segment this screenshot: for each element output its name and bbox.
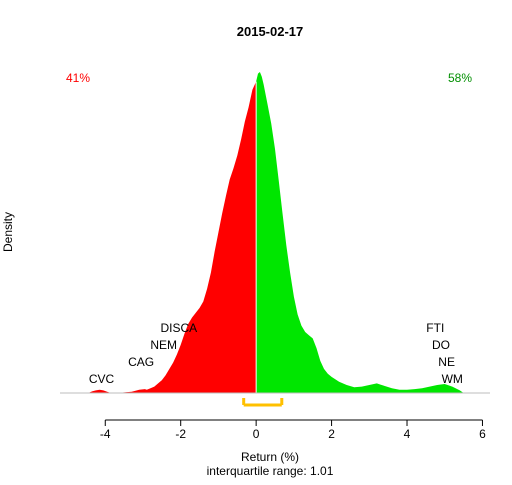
chart-title: 2015-02-17 (237, 24, 304, 39)
iqr-caption: interquartile range: 1.01 (207, 464, 334, 478)
ticker-annotation: CAG (128, 355, 154, 369)
x-tick-label: -2 (175, 427, 186, 441)
ticker-annotation: NEM (150, 338, 177, 352)
x-tick-label: 0 (253, 427, 260, 441)
x-axis-label: Return (%) (241, 450, 299, 464)
x-tick-label: 6 (479, 427, 486, 441)
x-tick-label: 2 (328, 427, 335, 441)
y-axis-label: Density (1, 212, 15, 252)
negative-density-area (88, 81, 257, 393)
positive-density-area (256, 72, 464, 393)
ticker-annotation: DISCA (160, 321, 197, 335)
negative-share-label: 41% (66, 71, 90, 85)
ticker-annotation: WM (442, 372, 463, 386)
ticker-annotation: DO (432, 338, 450, 352)
x-tick-label: -4 (100, 427, 111, 441)
ticker-annotation: NE (438, 355, 455, 369)
ticker-annotation: FTI (426, 321, 444, 335)
x-tick-label: 4 (404, 427, 411, 441)
positive-share-label: 58% (448, 71, 472, 85)
ticker-annotation: CVC (89, 372, 115, 386)
